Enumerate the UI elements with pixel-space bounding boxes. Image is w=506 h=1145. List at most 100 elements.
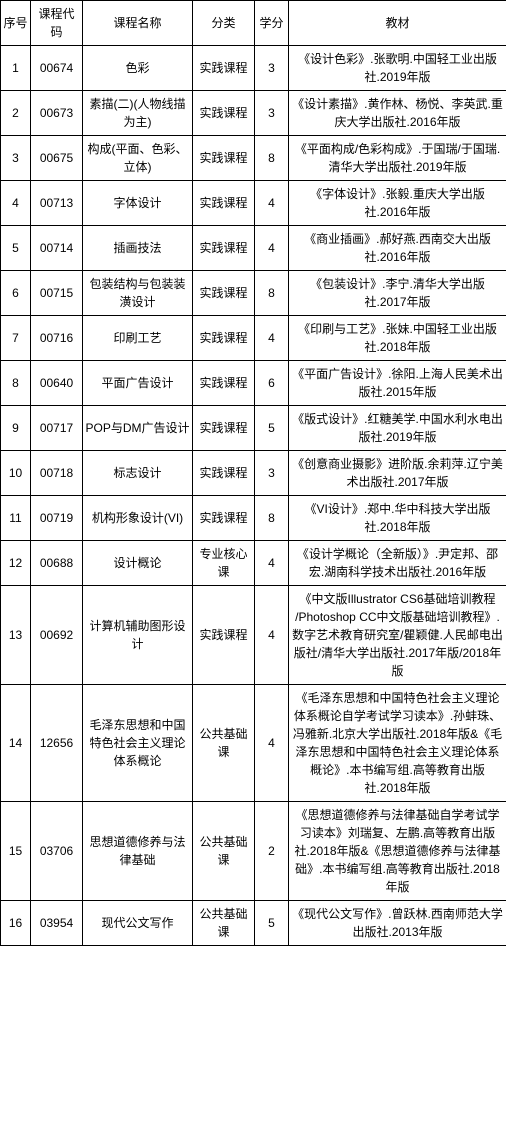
cell-seq: 3 — [1, 136, 31, 181]
cell-seq: 12 — [1, 541, 31, 586]
cell-seq: 13 — [1, 586, 31, 685]
cell-credit: 4 — [255, 226, 289, 271]
table-row: 200673素描(二)(人物线描为主)实践课程3《设计素描》.黄作林、杨悦、李英… — [1, 91, 506, 136]
table-row: 100674色彩实践课程3《设计色彩》.张歌明.中国轻工业出版社.2019年版 — [1, 46, 506, 91]
cell-credit: 4 — [255, 541, 289, 586]
cell-category: 实践课程 — [193, 181, 255, 226]
cell-code: 03954 — [31, 901, 83, 946]
cell-code: 00673 — [31, 91, 83, 136]
cell-seq: 15 — [1, 802, 31, 901]
cell-category: 实践课程 — [193, 46, 255, 91]
cell-seq: 5 — [1, 226, 31, 271]
cell-category: 实践课程 — [193, 271, 255, 316]
cell-name: 素描(二)(人物线描为主) — [83, 91, 193, 136]
cell-material: 《现代公文写作》.曾跃林.西南师范大学出版社.2013年版 — [289, 901, 506, 946]
cell-category: 实践课程 — [193, 226, 255, 271]
course-table: 序号 课程代码 课程名称 分类 学分 教材 100674色彩实践课程3《设计色彩… — [0, 0, 506, 946]
table-header-row: 序号 课程代码 课程名称 分类 学分 教材 — [1, 1, 506, 46]
cell-seq: 11 — [1, 496, 31, 541]
cell-seq: 7 — [1, 316, 31, 361]
cell-name: 色彩 — [83, 46, 193, 91]
header-code: 课程代码 — [31, 1, 83, 46]
table-row: 1603954现代公文写作公共基础课5《现代公文写作》.曾跃林.西南师范大学出版… — [1, 901, 506, 946]
cell-code: 03706 — [31, 802, 83, 901]
cell-category: 实践课程 — [193, 586, 255, 685]
table-row: 1300692计算机辅助图形设计实践课程4《中文版Illustrator CS6… — [1, 586, 506, 685]
header-material: 教材 — [289, 1, 506, 46]
cell-seq: 6 — [1, 271, 31, 316]
cell-code: 12656 — [31, 685, 83, 802]
cell-credit: 4 — [255, 181, 289, 226]
cell-category: 公共基础课 — [193, 685, 255, 802]
cell-credit: 3 — [255, 91, 289, 136]
cell-credit: 3 — [255, 46, 289, 91]
cell-material: 《印刷与工艺》.张妹.中国轻工业出版社.2018年版 — [289, 316, 506, 361]
cell-credit: 2 — [255, 802, 289, 901]
cell-material: 《设计色彩》.张歌明.中国轻工业出版社.2019年版 — [289, 46, 506, 91]
cell-credit: 4 — [255, 685, 289, 802]
cell-seq: 16 — [1, 901, 31, 946]
cell-material: 《平面构成/色彩构成》.于国瑞/于国瑞.清华大学出版社.2019年版 — [289, 136, 506, 181]
cell-name: 平面广告设计 — [83, 361, 193, 406]
cell-material: 《包装设计》.李宁.清华大学出版社.2017年版 — [289, 271, 506, 316]
header-category: 分类 — [193, 1, 255, 46]
cell-code: 00716 — [31, 316, 83, 361]
cell-category: 实践课程 — [193, 496, 255, 541]
header-name: 课程名称 — [83, 1, 193, 46]
cell-category: 实践课程 — [193, 136, 255, 181]
cell-seq: 1 — [1, 46, 31, 91]
cell-material: 《毛泽东思想和中国特色社会主义理论体系概论自学考试学习读本》.孙蚌珠、冯雅新.北… — [289, 685, 506, 802]
table-row: 1412656毛泽东思想和中国特色社会主义理论体系概论公共基础课4《毛泽东思想和… — [1, 685, 506, 802]
cell-code: 00718 — [31, 451, 83, 496]
cell-credit: 8 — [255, 496, 289, 541]
cell-material: 《VI设计》.郑中.华中科技大学出版社.2018年版 — [289, 496, 506, 541]
cell-name: 现代公文写作 — [83, 901, 193, 946]
cell-name: 思想道德修养与法律基础 — [83, 802, 193, 901]
cell-name: POP与DM广告设计 — [83, 406, 193, 451]
cell-seq: 4 — [1, 181, 31, 226]
cell-code: 00714 — [31, 226, 83, 271]
cell-seq: 10 — [1, 451, 31, 496]
cell-name: 包装结构与包装装潢设计 — [83, 271, 193, 316]
cell-category: 实践课程 — [193, 406, 255, 451]
table-row: 1000718标志设计实践课程3《创意商业摄影》进阶版.余莉萍.辽宁美术出版社.… — [1, 451, 506, 496]
cell-code: 00717 — [31, 406, 83, 451]
table-row: 800640平面广告设计实践课程6《平面广告设计》.徐阳.上海人民美术出版社.2… — [1, 361, 506, 406]
cell-credit: 5 — [255, 406, 289, 451]
cell-code: 00640 — [31, 361, 83, 406]
table-row: 1200688设计概论专业核心课4《设计学概论（全新版）》.尹定邦、邵宏.湖南科… — [1, 541, 506, 586]
cell-credit: 4 — [255, 586, 289, 685]
header-credit: 学分 — [255, 1, 289, 46]
table-row: 1100719机构形象设计(VI)实践课程8《VI设计》.郑中.华中科技大学出版… — [1, 496, 506, 541]
cell-code: 00715 — [31, 271, 83, 316]
cell-category: 公共基础课 — [193, 802, 255, 901]
table-row: 300675构成(平面、色彩、立体)实践课程8《平面构成/色彩构成》.于国瑞/于… — [1, 136, 506, 181]
cell-category: 实践课程 — [193, 91, 255, 136]
cell-category: 实践课程 — [193, 316, 255, 361]
cell-material: 《商业插画》.郝好燕.西南交大出版社.2016年版 — [289, 226, 506, 271]
cell-code: 00692 — [31, 586, 83, 685]
cell-material: 《设计素描》.黄作林、杨悦、李英武.重庆大学出版社.2016年版 — [289, 91, 506, 136]
cell-seq: 2 — [1, 91, 31, 136]
header-seq: 序号 — [1, 1, 31, 46]
cell-name: 设计概论 — [83, 541, 193, 586]
cell-name: 字体设计 — [83, 181, 193, 226]
table-row: 400713字体设计实践课程4《字体设计》.张毅.重庆大学出版社.2016年版 — [1, 181, 506, 226]
cell-name: 印刷工艺 — [83, 316, 193, 361]
cell-name: 计算机辅助图形设计 — [83, 586, 193, 685]
cell-credit: 6 — [255, 361, 289, 406]
cell-material: 《字体设计》.张毅.重庆大学出版社.2016年版 — [289, 181, 506, 226]
cell-credit: 8 — [255, 136, 289, 181]
cell-material: 《思想道德修养与法律基础自学考试学习读本》刘瑞复、左鹏.高等教育出版社.2018… — [289, 802, 506, 901]
cell-name: 构成(平面、色彩、立体) — [83, 136, 193, 181]
table-row: 900717POP与DM广告设计实践课程5《版式设计》.红糖美学.中国水利水电出… — [1, 406, 506, 451]
cell-credit: 3 — [255, 451, 289, 496]
cell-name: 插画技法 — [83, 226, 193, 271]
table-row: 700716印刷工艺实践课程4《印刷与工艺》.张妹.中国轻工业出版社.2018年… — [1, 316, 506, 361]
cell-code: 00675 — [31, 136, 83, 181]
cell-category: 专业核心课 — [193, 541, 255, 586]
cell-code: 00688 — [31, 541, 83, 586]
cell-material: 《中文版Illustrator CS6基础培训教程 /Photoshop CC中… — [289, 586, 506, 685]
cell-name: 标志设计 — [83, 451, 193, 496]
cell-material: 《创意商业摄影》进阶版.余莉萍.辽宁美术出版社.2017年版 — [289, 451, 506, 496]
